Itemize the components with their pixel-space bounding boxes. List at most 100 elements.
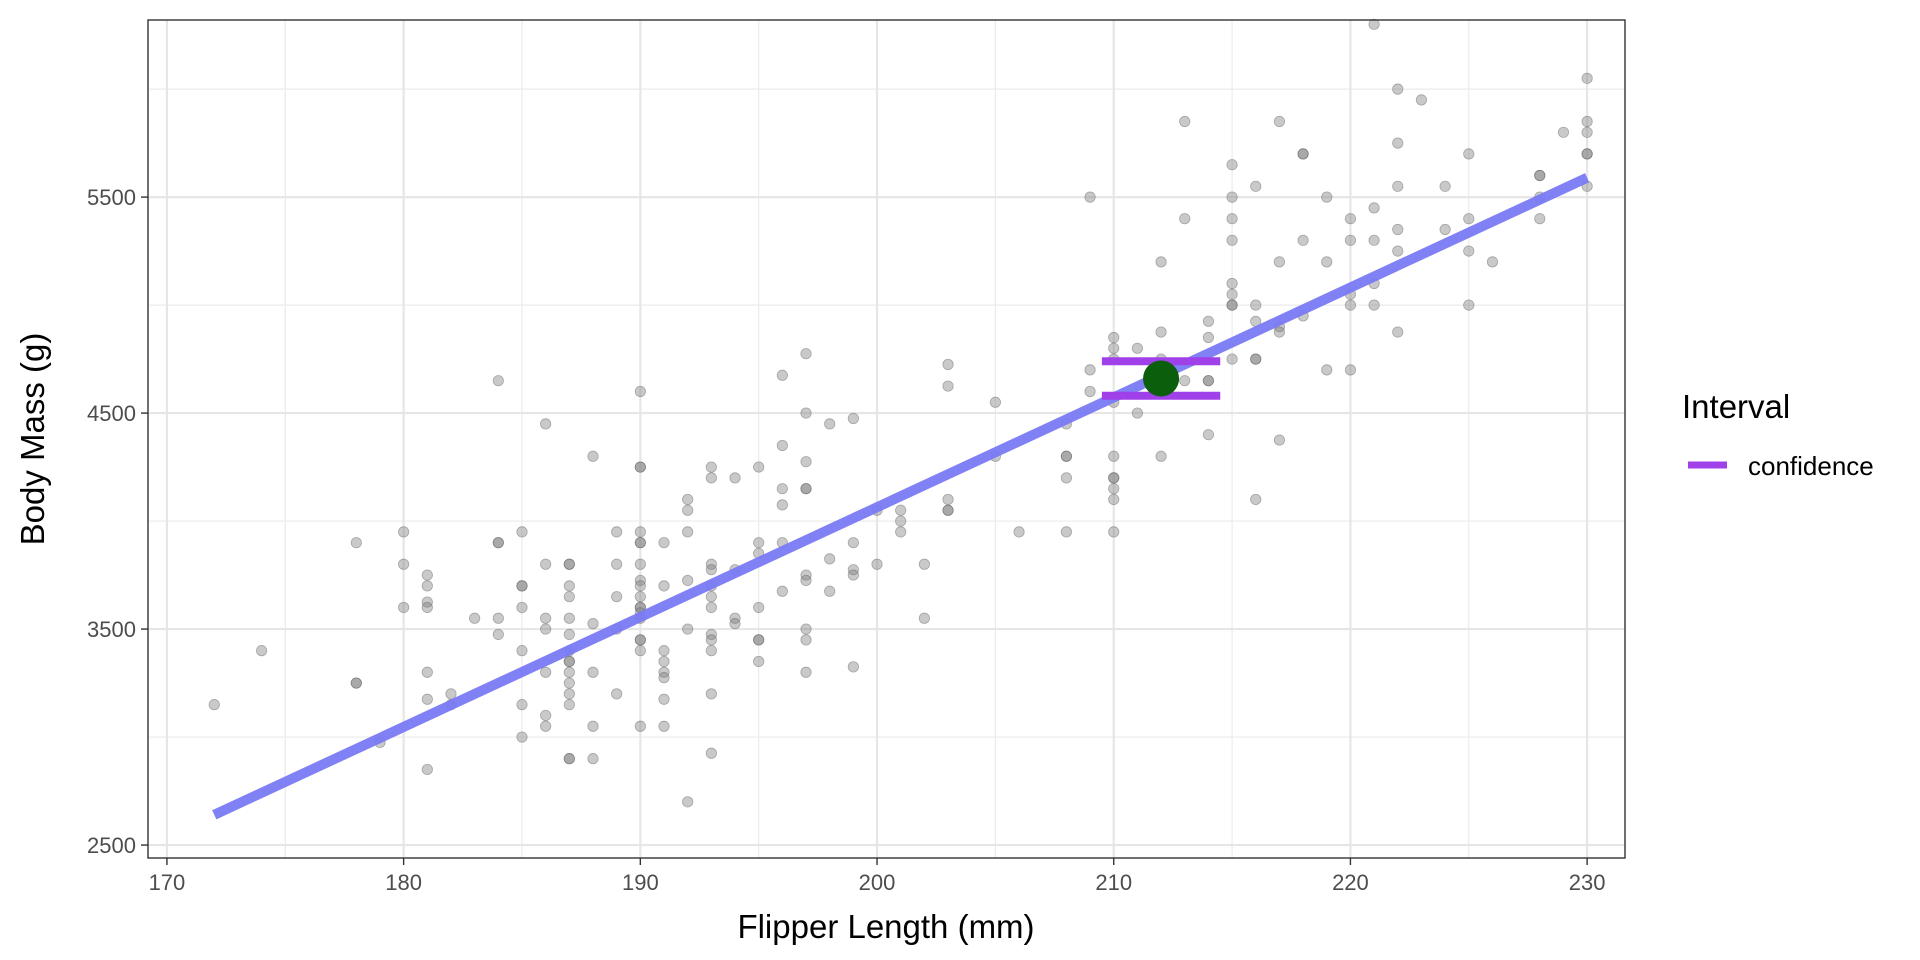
data-point — [800, 483, 812, 495]
data-point — [824, 418, 836, 430]
data-point — [705, 634, 717, 646]
y-tick-label: 2500 — [87, 833, 136, 858]
data-point — [729, 618, 741, 630]
data-point — [587, 753, 599, 765]
data-point — [800, 623, 812, 635]
data-point — [492, 612, 504, 624]
data-point — [800, 407, 812, 419]
data-point — [563, 628, 575, 641]
data-point — [516, 645, 528, 657]
data-point — [1202, 375, 1215, 387]
data-point — [634, 461, 646, 473]
data-point — [1108, 472, 1120, 484]
data-point — [540, 558, 552, 570]
data-point — [800, 666, 812, 678]
data-point — [563, 699, 575, 711]
data-point — [776, 369, 788, 381]
data-point — [540, 612, 552, 624]
data-point — [563, 558, 575, 570]
data-point — [540, 709, 552, 722]
data-point — [516, 580, 528, 592]
data-point — [705, 628, 717, 641]
data-point — [563, 558, 575, 570]
data-point — [705, 461, 717, 473]
data-point — [1084, 191, 1096, 203]
data-point — [1344, 234, 1357, 246]
data-point — [1250, 353, 1262, 365]
data-point — [1155, 256, 1167, 268]
data-point — [516, 580, 528, 592]
data-point — [682, 493, 694, 506]
data-point — [516, 699, 528, 711]
data-point — [634, 634, 646, 646]
data-point — [1297, 148, 1309, 160]
data-point — [1108, 450, 1120, 462]
data-point — [658, 537, 670, 549]
data-point — [1108, 483, 1120, 495]
data-point — [1321, 364, 1333, 376]
data-point — [611, 688, 623, 700]
data-point — [682, 574, 694, 587]
legend-title: Interval — [1682, 388, 1790, 425]
data-point — [421, 569, 433, 581]
data-point — [1368, 299, 1380, 311]
data-point — [1226, 299, 1238, 311]
minor-gridlines — [148, 20, 1625, 858]
data-point — [705, 601, 717, 614]
data-point — [1060, 450, 1072, 462]
data-point — [540, 623, 552, 635]
y-axis-ticks: 2500 3500 4500 5500 — [87, 185, 148, 858]
data-point — [634, 461, 646, 473]
data-point — [871, 558, 883, 570]
data-point — [1226, 353, 1238, 365]
data-point — [469, 612, 481, 624]
data-point — [1463, 245, 1475, 257]
data-point — [1179, 375, 1191, 387]
data-point — [1344, 213, 1357, 225]
data-point — [1581, 72, 1593, 84]
data-point — [658, 693, 670, 705]
x-axis-ticks: 170 180 190 200 210 220 230 — [149, 858, 1606, 895]
data-point — [776, 483, 788, 495]
data-point — [563, 753, 575, 765]
data-point — [563, 612, 575, 624]
data-point — [563, 677, 575, 689]
data-point — [634, 645, 646, 657]
data-point — [753, 634, 765, 646]
data-point — [1368, 234, 1380, 246]
data-point — [611, 526, 623, 538]
data-point — [516, 731, 528, 743]
data-point — [1463, 299, 1475, 311]
data-point — [776, 585, 788, 597]
data-point — [421, 666, 433, 678]
data-point — [398, 558, 410, 570]
data-point — [824, 585, 836, 597]
data-point — [1534, 169, 1546, 182]
data-point — [540, 418, 552, 430]
data-point — [421, 580, 433, 592]
data-point — [1155, 326, 1167, 338]
prediction-point — [1143, 360, 1180, 397]
x-tick-label: 230 — [1569, 870, 1606, 895]
legend: Interval confidence — [1682, 388, 1874, 481]
y-axis-title: Body Mass (g) — [14, 333, 51, 546]
data-point — [1368, 18, 1380, 30]
data-point — [753, 537, 765, 549]
data-point — [563, 655, 575, 668]
data-point — [398, 601, 410, 614]
prediction-point-layer — [1143, 360, 1180, 397]
data-point — [516, 601, 528, 614]
data-point — [847, 661, 859, 673]
data-point — [658, 672, 670, 684]
data-point — [1297, 148, 1309, 160]
data-point — [1060, 472, 1072, 484]
data-point — [634, 558, 646, 570]
data-point — [705, 558, 717, 570]
data-point — [1060, 450, 1072, 462]
data-point — [1463, 148, 1475, 160]
data-point — [1392, 326, 1404, 338]
data-point — [1108, 526, 1120, 538]
data-point — [682, 623, 694, 635]
data-point — [634, 537, 646, 549]
y-tick-label: 3500 — [87, 617, 136, 642]
